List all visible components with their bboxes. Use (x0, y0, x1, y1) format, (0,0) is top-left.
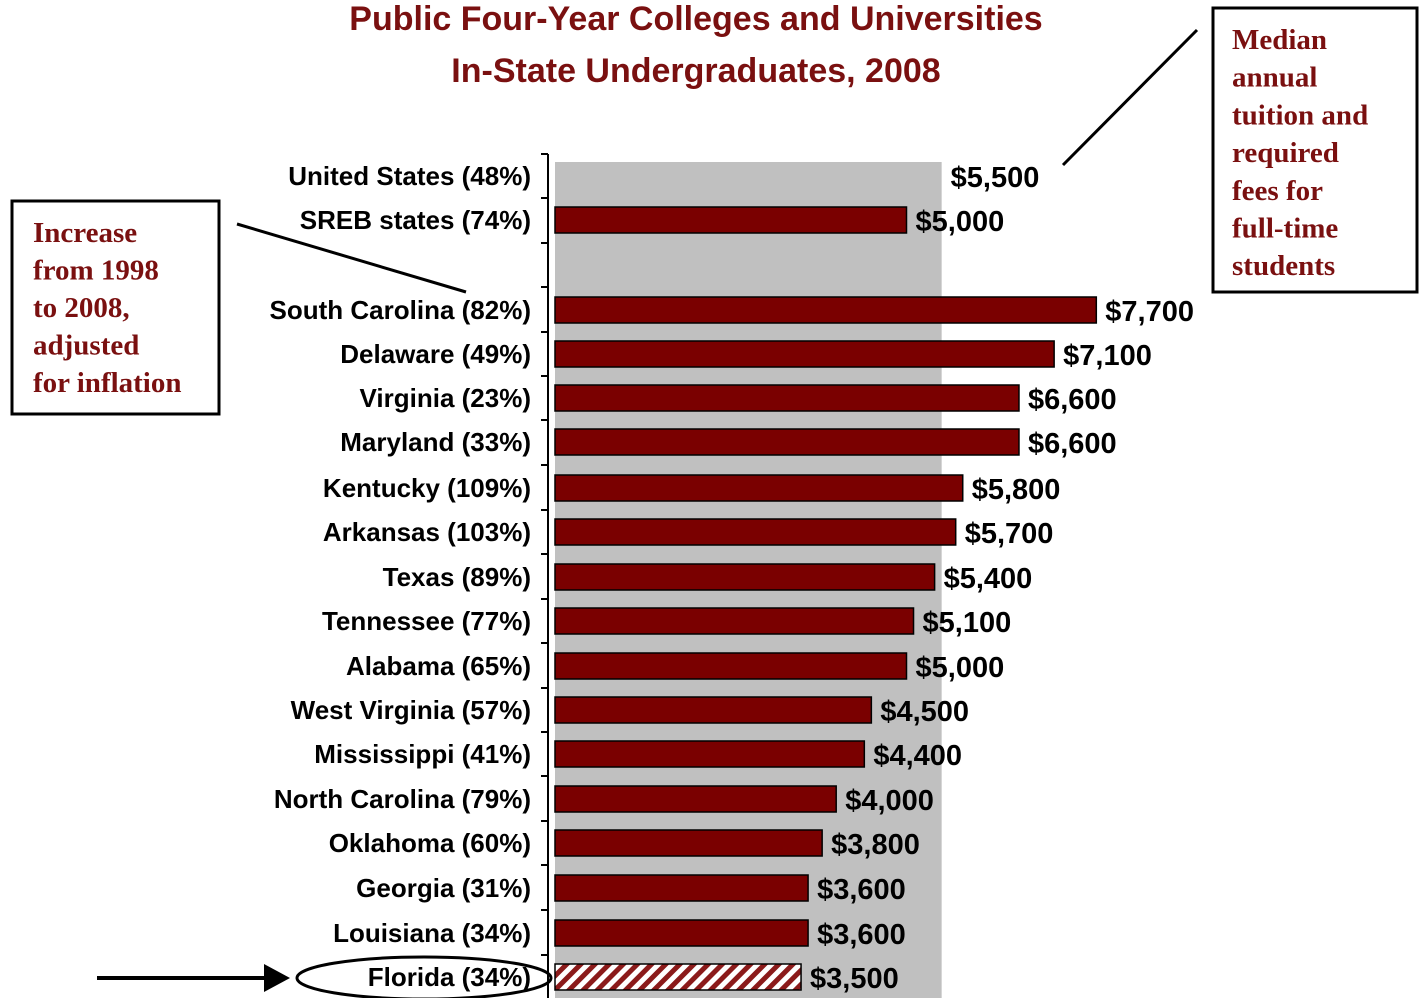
category-label: Virginia (23%) (360, 383, 531, 413)
bar-highlight (554, 963, 802, 991)
category-label: South Carolina (82%) (270, 295, 531, 325)
increase-note-text: from 1998 (33, 255, 159, 287)
bar (554, 428, 1020, 456)
category-label: Kentucky (109%) (323, 473, 531, 503)
value-label: $4,500 (880, 696, 969, 728)
median-note-text: tuition and (1232, 99, 1368, 131)
median-note-text: full-time (1232, 213, 1338, 245)
median-note-text: annual (1232, 62, 1317, 94)
chart-title-line: In-State Undergraduates, 2008 (451, 52, 940, 90)
increase-note-pointer (236, 222, 467, 294)
highlight-ellipse (295, 955, 553, 998)
value-label: $3,500 (810, 963, 899, 995)
value-label: $6,600 (1028, 428, 1117, 460)
bar (554, 340, 1055, 368)
value-label: $6,600 (1028, 384, 1117, 416)
median-note-box (1211, 6, 1419, 294)
category-label: SREB states (74%) (300, 205, 531, 235)
increase-note-text: Increase (33, 217, 137, 249)
chart-title-line: Public Four-Year Colleges and Universiti… (349, 0, 1042, 38)
median-note-text: required (1232, 137, 1339, 169)
bar (554, 874, 809, 902)
value-label: $5,500 (951, 162, 1040, 194)
category-label: Florida (34%) (368, 962, 531, 992)
value-label: $7,100 (1063, 340, 1152, 372)
bar (554, 829, 823, 857)
increase-note-text: to 2008, (33, 292, 130, 324)
value-label: $5,400 (944, 563, 1033, 595)
bar (554, 696, 873, 724)
category-label: Oklahoma (60%) (329, 828, 531, 858)
category-label: Arkansas (103%) (323, 517, 531, 547)
increase-note-text: for inflation (33, 367, 182, 399)
category-label: Texas (89%) (383, 562, 531, 592)
category-label: Delaware (49%) (340, 339, 531, 369)
value-label: $5,000 (916, 206, 1005, 238)
bar (554, 607, 915, 635)
bar (554, 296, 1098, 324)
value-label: $5,000 (916, 652, 1005, 684)
median-note-pointer (1061, 28, 1199, 167)
median-note-text: students (1232, 250, 1335, 282)
category-label: Mississippi (41%) (314, 739, 531, 769)
value-label: $3,600 (817, 919, 906, 951)
bar (554, 206, 908, 234)
bar (554, 652, 908, 680)
highlight-arrow-head (264, 964, 290, 992)
bar (554, 384, 1020, 412)
value-label: $4,000 (845, 785, 934, 817)
bar (554, 740, 866, 768)
value-label: $5,700 (965, 518, 1054, 550)
median-note-text: fees for (1232, 175, 1323, 207)
value-label: $5,100 (923, 607, 1012, 639)
median-note-text: Median (1232, 24, 1327, 56)
value-label: $3,800 (831, 829, 920, 861)
bar (554, 563, 936, 591)
value-label: $7,700 (1105, 296, 1194, 328)
category-label: West Virginia (57%) (291, 695, 531, 725)
value-label: $4,400 (873, 740, 962, 772)
category-label: Georgia (31%) (356, 873, 531, 903)
category-label: North Carolina (79%) (274, 784, 531, 814)
category-label: Alabama (65%) (346, 651, 531, 681)
value-label: $5,800 (972, 474, 1061, 506)
category-label: Maryland (33%) (340, 427, 531, 457)
category-label: United States (48%) (288, 161, 531, 191)
bar (554, 474, 964, 502)
value-label: $3,600 (817, 874, 906, 906)
increase-note-box (10, 199, 221, 416)
bar (554, 785, 837, 813)
bar (554, 919, 809, 947)
category-label: Tennessee (77%) (322, 606, 531, 636)
increase-note-text: adjusted (33, 330, 139, 362)
bar (554, 518, 957, 546)
category-label: Louisiana (34%) (333, 918, 531, 948)
